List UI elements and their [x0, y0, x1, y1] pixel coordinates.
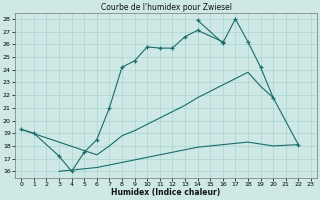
- X-axis label: Humidex (Indice chaleur): Humidex (Indice chaleur): [111, 188, 221, 197]
- Title: Courbe de l'humidex pour Zwiesel: Courbe de l'humidex pour Zwiesel: [100, 3, 232, 12]
